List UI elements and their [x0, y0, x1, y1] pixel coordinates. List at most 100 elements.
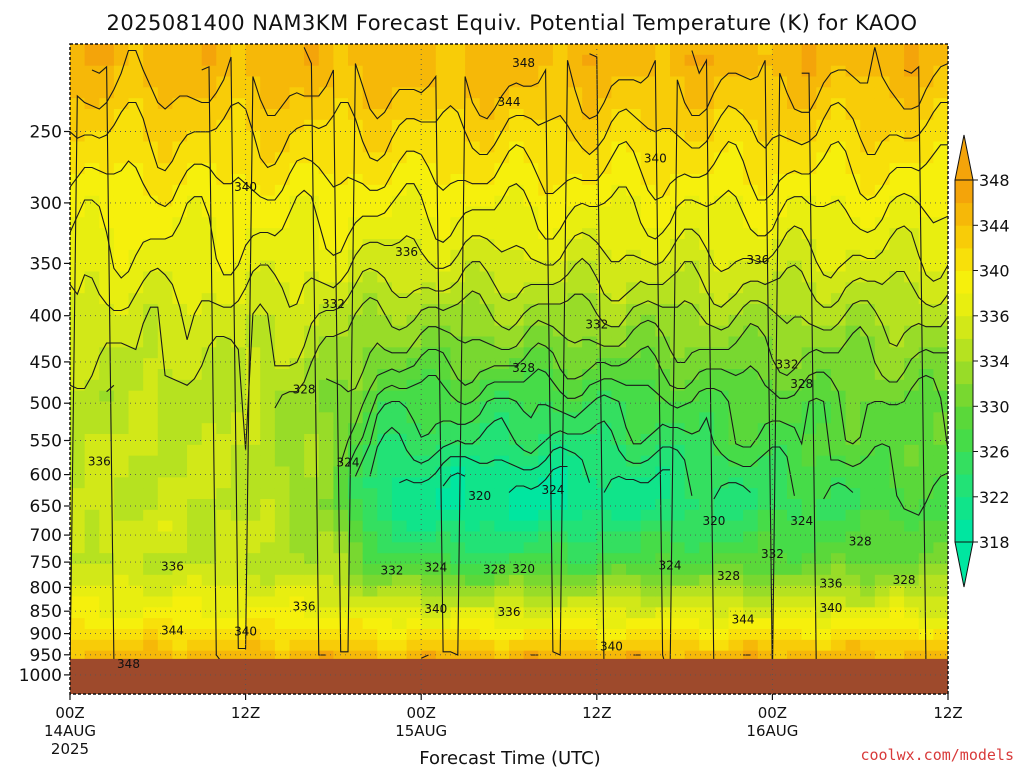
heatmap-cell	[552, 520, 569, 533]
heatmap-cell	[187, 596, 203, 608]
heatmap-cell	[84, 639, 100, 652]
heatmap-cell	[523, 304, 539, 316]
heatmap-cell	[435, 553, 452, 565]
heatmap-cell	[509, 585, 525, 598]
heatmap-cell	[406, 239, 422, 251]
heatmap-cell	[816, 87, 832, 99]
heatmap-cell	[494, 574, 510, 587]
heatmap-cell	[801, 444, 817, 457]
heatmap-cell	[128, 87, 144, 99]
heatmap-cell	[216, 184, 232, 197]
heatmap-cell	[669, 347, 686, 359]
heatmap-cell	[538, 423, 554, 435]
heatmap-cell	[450, 314, 466, 327]
heatmap-cell	[918, 477, 934, 489]
heatmap-cell	[157, 499, 174, 511]
heatmap-cell	[801, 65, 817, 78]
heatmap-cell	[421, 174, 437, 186]
heatmap-cell	[391, 249, 408, 262]
heatmap-cell	[143, 412, 159, 424]
heatmap-cell	[713, 639, 730, 652]
heatmap-cell	[70, 509, 86, 522]
heatmap-cell	[743, 607, 759, 619]
heatmap-cell	[274, 347, 291, 359]
heatmap-cell	[567, 596, 583, 608]
heatmap-cell	[187, 444, 203, 457]
heatmap-cell	[479, 369, 495, 381]
heatmap-cell	[655, 542, 671, 554]
heatmap-cell	[626, 574, 642, 587]
heatmap-cell	[611, 336, 627, 348]
heatmap-cell	[479, 358, 495, 370]
heatmap-cell	[304, 336, 320, 348]
heatmap-cell	[787, 358, 803, 370]
heatmap-cell	[684, 152, 700, 164]
heatmap-cell	[494, 379, 510, 392]
heatmap-cell	[70, 444, 86, 457]
heatmap-cell	[757, 217, 773, 229]
heatmap-cell	[304, 325, 320, 338]
heatmap-cell	[377, 455, 393, 468]
heatmap-cell	[406, 412, 422, 424]
heatmap-cell	[70, 228, 86, 240]
heatmap-cell	[289, 336, 305, 348]
heatmap-cell	[538, 401, 554, 413]
heatmap-cell	[70, 44, 86, 56]
heatmap-cell	[567, 347, 583, 359]
heatmap-cell	[684, 304, 700, 316]
heatmap-cell	[918, 488, 934, 500]
heatmap-cell	[538, 336, 554, 348]
heatmap-cell	[626, 509, 642, 522]
heatmap-cell	[406, 76, 422, 88]
heatmap-cell	[860, 336, 876, 348]
heatmap-cell	[933, 531, 948, 543]
heatmap-cell	[669, 520, 686, 533]
heatmap-cell	[801, 260, 817, 273]
heatmap-cell	[201, 54, 217, 67]
heatmap-cell	[611, 130, 627, 143]
heatmap-cell	[348, 618, 364, 630]
heatmap-cell	[435, 249, 452, 262]
heatmap-cell	[787, 455, 803, 468]
heatmap-cell	[143, 401, 159, 413]
heatmap-cell	[201, 195, 217, 208]
heatmap-cell	[699, 596, 715, 608]
heatmap-cell	[421, 304, 437, 316]
heatmap-cell	[113, 260, 130, 273]
heatmap-cell	[377, 87, 393, 99]
heatmap-cell	[406, 65, 422, 78]
heatmap-cell	[230, 282, 247, 294]
heatmap-cell	[611, 119, 627, 132]
site-credit[interactable]: coolwx.com/models	[860, 746, 1014, 764]
heatmap-cell	[772, 379, 788, 392]
heatmap-cell	[274, 466, 291, 478]
heatmap-cell	[333, 423, 349, 435]
heatmap-cell	[289, 271, 305, 283]
contour-label: 336	[746, 253, 769, 267]
heatmap-cell	[435, 401, 452, 413]
heatmap-cell	[713, 44, 730, 56]
heatmap-cell	[421, 531, 437, 543]
heatmap-cell	[450, 499, 466, 511]
heatmap-cell	[596, 585, 613, 598]
heatmap-cell	[465, 109, 481, 121]
heatmap-cell	[128, 564, 144, 576]
heatmap-cell	[289, 314, 305, 327]
heatmap-cell	[567, 564, 583, 576]
heatmap-cell	[757, 228, 773, 240]
heatmap-cell	[377, 217, 393, 229]
heatmap-cell	[669, 130, 686, 143]
heatmap-cell	[333, 585, 349, 598]
heatmap-cell	[933, 109, 948, 121]
heatmap-cell	[845, 564, 861, 576]
heatmap-cell	[201, 466, 217, 478]
heatmap-cell	[84, 358, 100, 370]
heatmap-cell	[216, 499, 232, 511]
heatmap-cell	[567, 444, 583, 457]
heatmap-cell	[289, 293, 305, 305]
heatmap-cell	[465, 499, 481, 511]
heatmap-cell	[172, 239, 188, 251]
heatmap-cell	[421, 585, 437, 598]
heatmap-cell	[494, 260, 510, 273]
x-tick-date: 14AUG	[44, 722, 96, 740]
